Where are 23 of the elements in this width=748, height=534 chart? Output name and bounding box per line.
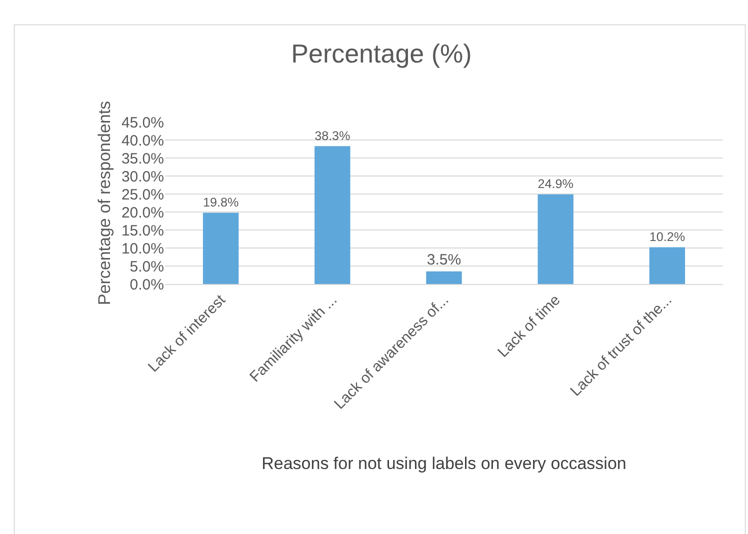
x-axis-title: Reasons for not using labels on every occassion — [262, 454, 626, 474]
chart-title: Percentage (%) — [291, 38, 472, 68]
y-tick-label: 45.0% — [121, 114, 164, 132]
y-tick-label: 25.0% — [121, 186, 164, 204]
y-tick-label: 15.0% — [121, 222, 164, 240]
y-tick-label: 5.0% — [130, 258, 164, 276]
data-label: 19.8% — [202, 195, 239, 210]
y-tick-label: 40.0% — [121, 132, 164, 150]
bar — [426, 271, 462, 284]
data-label: 10.2% — [649, 230, 686, 244]
bar — [314, 146, 350, 284]
y-tick-label: 30.0% — [121, 168, 164, 186]
y-axis-title: Percentage of respondents — [95, 100, 114, 306]
data-label: 24.9% — [538, 177, 574, 191]
y-tick-label: 10.0% — [121, 240, 164, 258]
bar — [202, 212, 239, 284]
data-label: 38.3% — [314, 128, 350, 143]
y-tick-label: 35.0% — [121, 150, 164, 168]
bar — [649, 247, 686, 284]
bar — [538, 194, 574, 284]
data-label: 3.5% — [426, 251, 462, 268]
y-tick-label: 0.0% — [130, 276, 164, 294]
y-tick-label: 20.0% — [121, 204, 164, 222]
